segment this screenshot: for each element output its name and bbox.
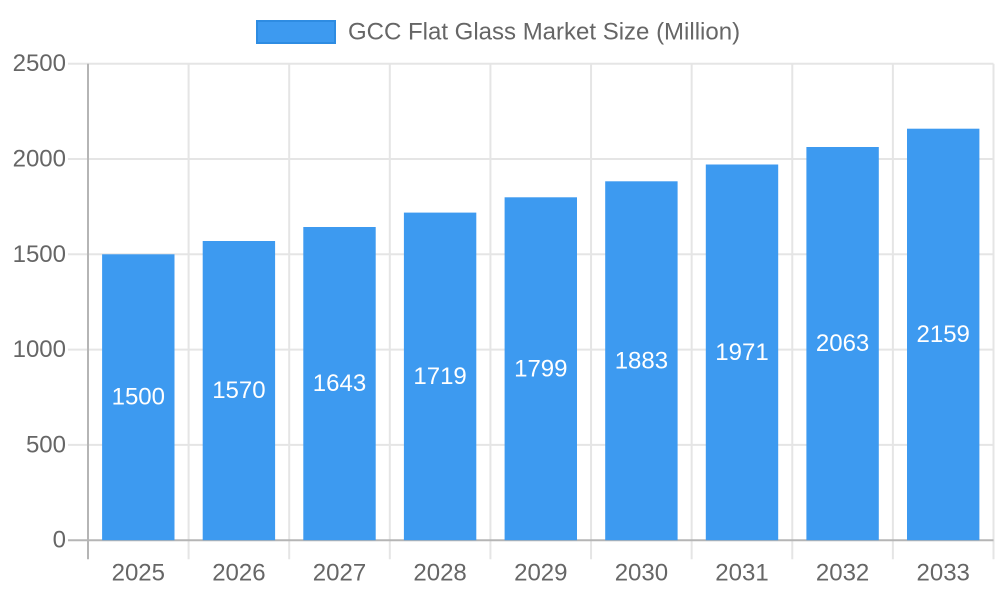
svg-text:1971: 1971 <box>715 339 768 366</box>
svg-text:0: 0 <box>53 527 66 554</box>
svg-text:2031: 2031 <box>715 560 768 587</box>
svg-text:1500: 1500 <box>112 384 165 411</box>
svg-text:2063: 2063 <box>816 330 869 357</box>
svg-text:2033: 2033 <box>917 560 970 587</box>
svg-text:2028: 2028 <box>413 560 466 587</box>
svg-text:2159: 2159 <box>917 321 970 348</box>
svg-text:1799: 1799 <box>514 355 567 382</box>
svg-text:500: 500 <box>26 431 66 458</box>
svg-text:1719: 1719 <box>413 363 466 390</box>
svg-text:2029: 2029 <box>514 560 567 587</box>
svg-text:2500: 2500 <box>13 50 66 77</box>
svg-text:2030: 2030 <box>615 560 668 587</box>
svg-text:2032: 2032 <box>816 560 869 587</box>
svg-text:1570: 1570 <box>212 377 265 404</box>
svg-text:2027: 2027 <box>313 560 366 587</box>
svg-text:1500: 1500 <box>13 241 66 268</box>
svg-text:1643: 1643 <box>313 370 366 397</box>
svg-text:1000: 1000 <box>13 336 66 363</box>
svg-text:2025: 2025 <box>112 560 165 587</box>
svg-text:1883: 1883 <box>615 347 668 374</box>
svg-text:2000: 2000 <box>13 146 66 173</box>
svg-text:GCC Flat Glass Market Size (Mi: GCC Flat Glass Market Size (Million) <box>348 19 740 46</box>
svg-text:2026: 2026 <box>212 560 265 587</box>
